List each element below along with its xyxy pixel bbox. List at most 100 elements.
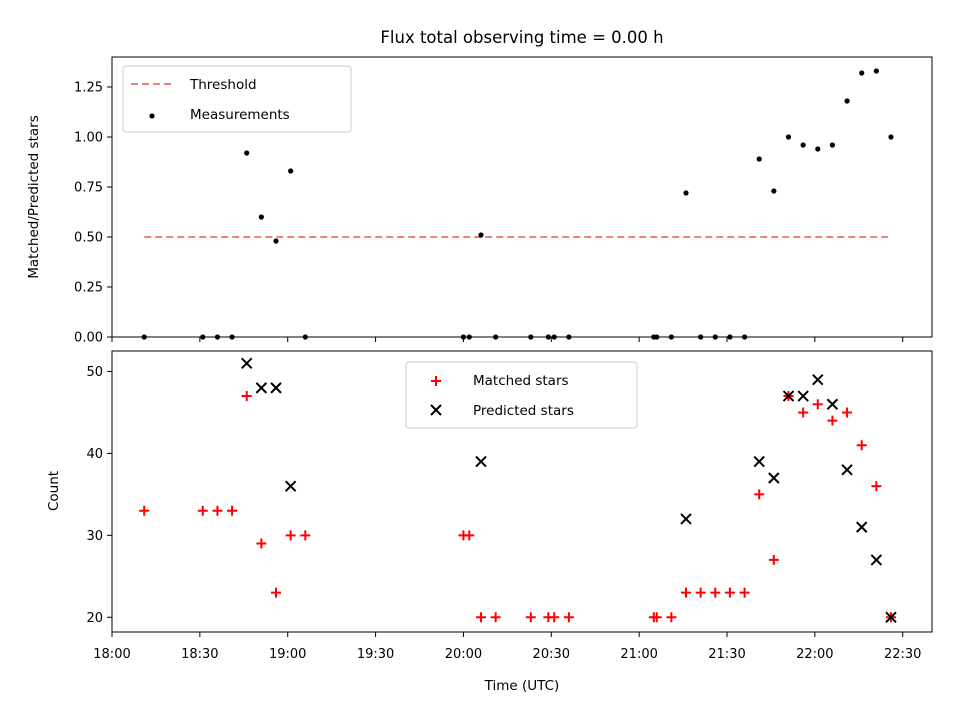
predicted-star-point [753, 455, 765, 468]
measurement-point [815, 146, 821, 152]
x-tick-label: 21:00 [620, 647, 657, 662]
measurement-point [258, 214, 264, 220]
top-plot-area: 0.00 0.25 0.50 0.75 1.00 1.25 Threshold Measure… [74, 56, 933, 346]
bottom-plot-area: 20 30 40 50 18:00 18:30 19:00 19:30 20:00 20:30 21… [86, 350, 933, 662]
y-tick-label: 30 [86, 529, 103, 544]
y-tick-label: 0.50 [74, 231, 103, 246]
x-tick-label: 19:30 [357, 647, 394, 662]
predicted-star-point [826, 398, 839, 410]
threshold-legend-label: Threshold [189, 77, 257, 93]
matched-star-point [798, 407, 809, 418]
matched-star-point [212, 505, 223, 516]
x-tick-label: 18:00 [93, 647, 130, 662]
top-axes-frame [111, 56, 933, 338]
predicted-star-point [241, 357, 253, 369]
y-tick-label: 0.00 [74, 331, 103, 346]
matched-star-point [256, 538, 267, 549]
matched-star-point [139, 505, 150, 516]
top-legend-box [122, 65, 352, 133]
matched-star-point [724, 587, 735, 598]
measurement-point [859, 70, 865, 76]
matched-star-point [227, 505, 238, 516]
matched-star-point [651, 612, 662, 623]
measurement-point [273, 238, 279, 244]
matched-star-point [241, 391, 252, 402]
x-tick-label: 20:00 [445, 647, 482, 662]
measurement-point [844, 98, 850, 104]
y-tick-label: 1.25 [74, 81, 103, 96]
predicted-star-point [812, 373, 824, 386]
y-tick-label: 20 [86, 611, 103, 626]
measurement-point [756, 156, 762, 162]
y-tick-label: 40 [86, 447, 103, 462]
measurement-point [478, 232, 484, 238]
predicted-star-point [475, 455, 487, 468]
measurements-legend-label: Measurements [190, 107, 290, 123]
matched-star-point [525, 612, 536, 623]
measurement-point [829, 142, 836, 148]
measurement-point [888, 134, 894, 140]
matched-star-point [695, 587, 706, 598]
matched-star-point [549, 612, 560, 623]
bottom-axes-frame [111, 350, 933, 633]
matched-star-point [563, 612, 574, 623]
x-axis-label: Time (UTC) [484, 678, 560, 694]
matched-star-point [856, 440, 867, 451]
matched-star-point [768, 554, 779, 565]
matched-star-point [197, 505, 208, 516]
y-tick-label: 0.75 [74, 181, 103, 196]
predicted-star-point [870, 554, 883, 566]
matched-star-point [827, 415, 838, 426]
matched-star-point [285, 530, 296, 541]
bottom-legend: Matched stars Predicted stars [405, 361, 638, 429]
x-tick-label: 22:00 [796, 647, 833, 662]
matched-star-point [490, 612, 501, 623]
x-tick-label: 21:30 [708, 647, 745, 662]
measurement-point [683, 190, 689, 196]
predicted-star-point [841, 464, 853, 476]
measurement-point [785, 134, 792, 140]
predicted-star-point [782, 390, 795, 402]
predicted-star-point [680, 513, 692, 525]
measurement-point [800, 142, 806, 148]
measurements-legend-swatch [149, 113, 155, 119]
predicted-legend-swatch [430, 404, 442, 416]
measurement-point [288, 168, 294, 174]
matched-legend-label: Matched stars [473, 373, 569, 389]
measurement-point [771, 188, 777, 194]
predicted-star-point [284, 480, 297, 492]
matched-star-point [710, 587, 721, 598]
measurement-point [873, 68, 879, 74]
measurement-point [244, 150, 250, 156]
top-legend: Threshold Measurements [122, 65, 352, 133]
predicted-star-point [255, 382, 268, 394]
x-tick-label: 20:30 [533, 647, 570, 662]
matched-star-point [739, 587, 750, 598]
bottom-y-axis-label: Count [46, 471, 62, 511]
y-tick-label: 50 [86, 365, 103, 380]
predicted-star-point [270, 382, 282, 394]
matched-legend-swatch [431, 376, 441, 386]
matched-star-point [476, 612, 486, 623]
matched-star-point [871, 481, 882, 492]
matched-star-point [681, 587, 691, 598]
matched-star-point [842, 407, 853, 418]
matched-star-point [464, 530, 475, 541]
matched-star-point [271, 587, 281, 598]
predicted-legend-label: Predicted stars [473, 403, 574, 419]
predicted-star-point [768, 472, 780, 484]
y-tick-label: 1.00 [74, 131, 103, 146]
matched-star-point [666, 612, 677, 623]
y-tick-label: 0.25 [74, 281, 103, 296]
x-tick-label: 18:30 [181, 647, 218, 662]
matched-star-point [754, 489, 765, 500]
bottom-legend-box [405, 361, 638, 429]
top-chart-title: Flux total observing time = 0.00 h [380, 28, 663, 47]
x-tick-label: 19:00 [269, 647, 306, 662]
matched-star-point [812, 399, 823, 410]
predicted-star-point [885, 611, 897, 623]
x-tick-label: 22:30 [884, 647, 921, 662]
predicted-star-point [797, 390, 809, 402]
top-y-axis-label: Matched/Predicted stars [26, 115, 42, 278]
